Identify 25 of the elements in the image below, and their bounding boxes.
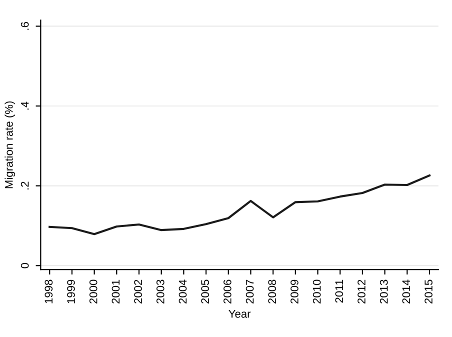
x-tick-label: 2007 (246, 280, 254, 304)
x-tick-label: 2011 (335, 280, 344, 303)
y-tick-label: 0 (20, 262, 29, 268)
x-tick-label: 2006 (224, 280, 232, 304)
x-tick-label: 2000 (89, 280, 98, 304)
x-tick-label: 2002 (134, 280, 142, 304)
x-tick-label: 2008 (268, 280, 276, 304)
x-tick-label: 1998 (44, 280, 53, 304)
y-tick-label: .6 (20, 22, 29, 30)
x-tick-label: 2004 (178, 280, 187, 304)
x-tick-label: 2001 (112, 280, 120, 304)
x-tick-label: 1999 (67, 280, 75, 304)
x-tick-label: 2009 (290, 280, 298, 304)
x-tick-label: 2013 (380, 280, 388, 304)
x-tick-label: 2014 (402, 280, 410, 304)
y-axis-title: Migration rate (%) (4, 101, 16, 188)
y-tick-label: .2 (20, 182, 29, 190)
line-series (48, 174, 431, 236)
x-tick-label: 2010 (312, 280, 321, 304)
x-tick-label: 2015 (424, 280, 432, 304)
x-tick-label: 2012 (358, 280, 366, 304)
x-axis-title: Year (228, 310, 251, 318)
x-tick-label: 2005 (201, 280, 210, 304)
y-tick-label: .4 (21, 102, 29, 110)
x-tick-label: 2003 (156, 280, 164, 304)
